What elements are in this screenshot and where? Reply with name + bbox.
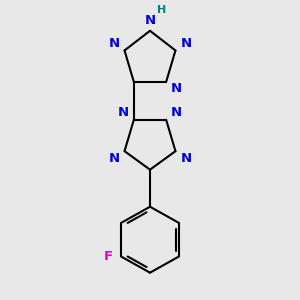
Text: N: N (171, 82, 182, 95)
Text: F: F (104, 250, 113, 263)
Text: N: N (180, 152, 191, 165)
Text: N: N (144, 14, 156, 27)
Text: N: N (109, 37, 120, 50)
Text: H: H (157, 5, 166, 15)
Text: N: N (118, 106, 129, 119)
Text: N: N (180, 37, 191, 50)
Text: N: N (109, 152, 120, 165)
Text: N: N (171, 106, 182, 119)
